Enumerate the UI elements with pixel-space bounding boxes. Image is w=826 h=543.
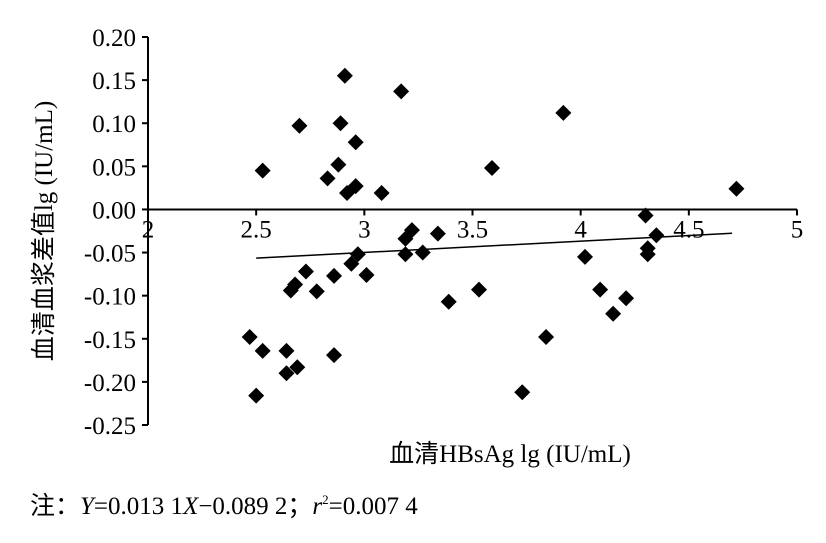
note-text: =0.007 4 [329,493,419,520]
point [347,134,364,151]
point [728,180,745,197]
point [637,207,654,224]
point [319,170,336,187]
point [278,342,295,359]
point [429,225,446,242]
point [483,160,500,177]
point [326,267,343,284]
point [648,227,665,244]
y-tick-label: -0.05 [84,241,136,268]
note-text: 注： [30,492,80,520]
x-tick-label: 2 [142,216,155,243]
point [414,244,431,261]
x-tick-label: 5 [791,216,804,243]
point [343,255,360,272]
y-tick-label: 0.00 [92,197,136,224]
point [330,156,347,173]
y-tick-label: -0.10 [84,284,136,311]
point [332,115,349,132]
point [440,293,457,310]
point [241,329,258,346]
x-tick-label: 3.5 [457,216,488,243]
point [248,387,265,404]
note-text: =0.013 1 [94,493,183,520]
point [326,347,343,364]
x-tick-label: 2.5 [241,216,272,243]
x-tick-label: 4 [574,216,587,243]
note: 注：Y=0.013 1X−0.089 2；r2=0.007 4 [30,492,418,520]
point [576,248,593,265]
point [397,246,414,263]
point [289,359,306,376]
x-axis-label: 血清HBsAg lg (IU/mL) [389,440,631,468]
point [605,305,622,322]
point [514,384,531,401]
point [639,246,656,263]
note-text: X [182,493,200,520]
note-text: −0.089 2； [198,493,312,520]
point [297,263,314,280]
point [358,266,375,283]
point [308,283,325,300]
point [254,162,271,179]
y-tick-label: 0.20 [92,25,136,52]
point [555,104,572,121]
point [278,365,295,382]
point [538,329,555,346]
point [373,185,390,202]
y-tick-label: -0.15 [84,327,136,354]
point [470,281,487,298]
note-text: 2 [322,492,329,507]
y-tick-label: -0.20 [84,370,136,397]
point [393,83,410,100]
note-text: Y [80,493,97,520]
point [254,342,271,359]
point [291,117,308,134]
y-axis-label: 血清血浆差值lg (IU/mL) [30,101,58,361]
point [339,185,356,202]
point [618,290,635,307]
x-tick-label: 3 [358,216,371,243]
y-tick-label: 0.05 [92,154,136,181]
y-tick-label: 0.10 [92,111,136,138]
trendline [256,232,733,259]
y-tick-label: -0.25 [84,413,136,440]
point [397,230,414,247]
y-tick-label: 0.15 [92,68,136,95]
point [282,282,299,299]
x-tick-label: 4.5 [673,216,704,243]
note-text: r [312,493,322,520]
point [592,281,609,298]
point [336,67,353,84]
